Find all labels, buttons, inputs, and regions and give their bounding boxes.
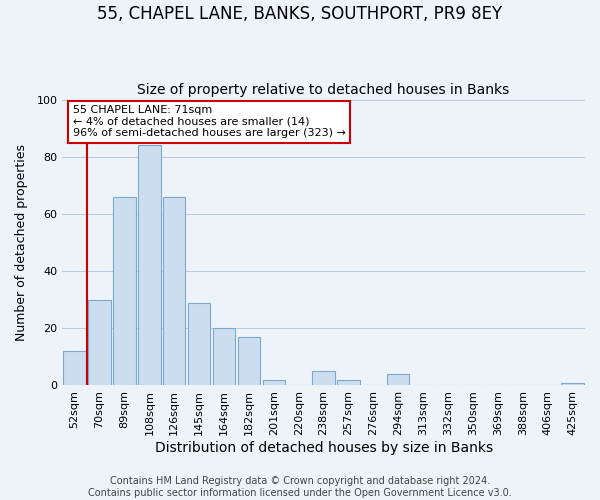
Bar (113, 197, 136, 386)
Bar (188, 302, 211, 386)
Bar (88, 300, 111, 386)
Bar (163, 197, 185, 386)
Bar (263, 380, 285, 386)
Bar (562, 382, 584, 386)
X-axis label: Distribution of detached houses by size in Banks: Distribution of detached houses by size … (155, 441, 493, 455)
Bar (64, 351, 86, 386)
Bar (138, 146, 161, 386)
Text: 55 CHAPEL LANE: 71sqm
← 4% of detached houses are smaller (14)
96% of semi-detac: 55 CHAPEL LANE: 71sqm ← 4% of detached h… (73, 106, 346, 138)
Text: 55, CHAPEL LANE, BANKS, SOUTHPORT, PR9 8EY: 55, CHAPEL LANE, BANKS, SOUTHPORT, PR9 8… (97, 5, 503, 23)
Bar (238, 337, 260, 386)
Bar (337, 380, 359, 386)
Y-axis label: Number of detached properties: Number of detached properties (15, 144, 28, 341)
Text: Contains HM Land Registry data © Crown copyright and database right 2024.
Contai: Contains HM Land Registry data © Crown c… (88, 476, 512, 498)
Bar (213, 328, 235, 386)
Bar (387, 374, 409, 386)
Bar (313, 371, 335, 386)
Title: Size of property relative to detached houses in Banks: Size of property relative to detached ho… (137, 83, 510, 97)
